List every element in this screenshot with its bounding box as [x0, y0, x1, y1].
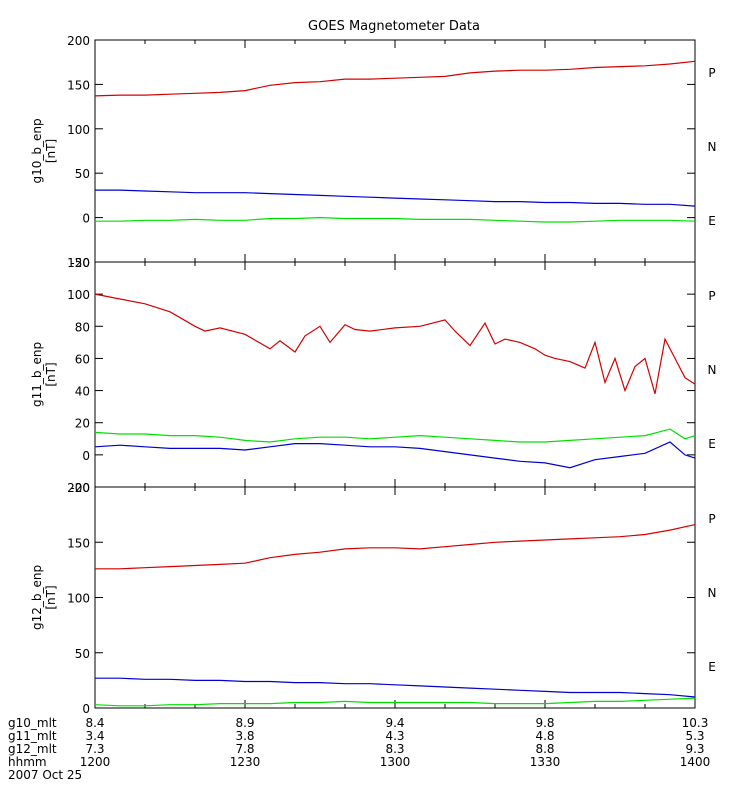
legend-label-E: E: [708, 437, 716, 451]
y-tick-label: -20: [70, 481, 90, 495]
legend-label-N: N: [708, 586, 717, 600]
legend-label-E: E: [708, 660, 716, 674]
y-tick-label: 80: [75, 320, 90, 334]
y-tick-label: 150: [67, 78, 90, 92]
panel-frame: [94, 39, 696, 263]
y-tick-label: 200: [67, 34, 90, 48]
y-tick-label: 100: [67, 288, 90, 302]
panel-g12: 0 50 100 150 200 g12_b_enp [nT] P N E: [30, 481, 716, 716]
y-tick-label: 20: [75, 417, 90, 431]
footer-value: 4.3: [385, 729, 404, 743]
footer-value: 4.8: [535, 729, 554, 743]
footer-value: 7.3: [85, 742, 104, 756]
footer-date: 2007 Oct 25: [8, 768, 82, 782]
footer-value: 8.3: [385, 742, 404, 756]
y-tick-label: 50: [75, 647, 90, 661]
footer-row-label: g11_mlt: [8, 729, 57, 743]
series-line-N: [95, 216, 696, 223]
series-line-P: [94, 60, 696, 97]
footer-row-label: g12_mlt: [8, 742, 57, 756]
chart-title: GOES Magnetometer Data: [308, 19, 480, 34]
y-tick-label: 60: [75, 352, 90, 366]
footer-value: 10.3: [682, 716, 709, 730]
footer-value: 1200: [80, 755, 111, 769]
panel-frame: [94, 261, 696, 488]
footer-value: 8.4: [85, 716, 104, 730]
legend-label-P: P: [708, 512, 715, 526]
y-axis-label: g10_b_enp: [30, 118, 44, 183]
legend-label-N: N: [708, 140, 717, 154]
legend-label-E: E: [708, 214, 716, 228]
y-tick-label: 150: [67, 536, 90, 550]
y-tick-label: 100: [67, 123, 90, 137]
legend-label-P: P: [708, 66, 715, 80]
y-tick-label: -50: [70, 256, 90, 270]
y-axis-unit: [nT]: [44, 585, 58, 609]
footer-value: 1230: [230, 755, 261, 769]
series-line-N: [94, 428, 696, 443]
y-axis-label: g11_b_enp: [30, 342, 44, 407]
footer-value: 9.4: [385, 716, 404, 730]
y-tick-label: 100: [67, 592, 90, 606]
footer-value: 9.3: [685, 742, 704, 756]
footer-value: 1400: [680, 755, 711, 769]
legend-label-P: P: [708, 289, 715, 303]
y-tick-label: 50: [75, 167, 90, 181]
legend-label-N: N: [708, 363, 717, 377]
footer-value: 1330: [530, 755, 561, 769]
footer-row-label: g10_mlt: [8, 716, 57, 730]
y-tick-label: 0: [82, 702, 90, 716]
y-tick-label: 0: [82, 449, 90, 463]
footer-value: 3.8: [235, 729, 254, 743]
series-line-P: [94, 293, 696, 394]
series-line-E: [95, 677, 696, 698]
series-line-P: [95, 524, 696, 570]
footer-row-label: hhmm: [8, 755, 47, 769]
series-line-N: [94, 697, 696, 707]
panel-frame: [94, 486, 696, 709]
footer-value: 8.8: [535, 742, 554, 756]
y-axis-unit: [nT]: [44, 139, 58, 163]
footer-value: 3.4: [85, 729, 104, 743]
y-tick-label: 40: [75, 385, 90, 399]
panel-g10: -50 0 50 100 150 200 g10_b_enp [nT] P N E: [30, 34, 716, 270]
footer-value: 8.9: [235, 716, 254, 730]
footer-value: 7.8: [235, 742, 254, 756]
series-line-E: [95, 189, 696, 207]
series-line-E: [94, 441, 696, 469]
y-tick-label: 0: [82, 212, 90, 226]
panel-g11: -20 0 20 40 60 80 100 120 g11_b_enp [nT] P N E: [30, 256, 716, 495]
y-axis-unit: [nT]: [44, 362, 58, 386]
footer-value: 9.8: [535, 716, 554, 730]
y-tick-label: 200: [67, 481, 90, 495]
footer-table: g10_mlt 8.4 8.9 9.4 9.8 10.3 g11_mlt 3.4 3.8 4.3 4…: [8, 716, 710, 782]
y-axis-label: g12_b_enp: [30, 565, 44, 630]
y-tick-label: 120: [67, 256, 90, 270]
footer-value: 1300: [380, 755, 411, 769]
footer-value: 5.3: [685, 729, 704, 743]
